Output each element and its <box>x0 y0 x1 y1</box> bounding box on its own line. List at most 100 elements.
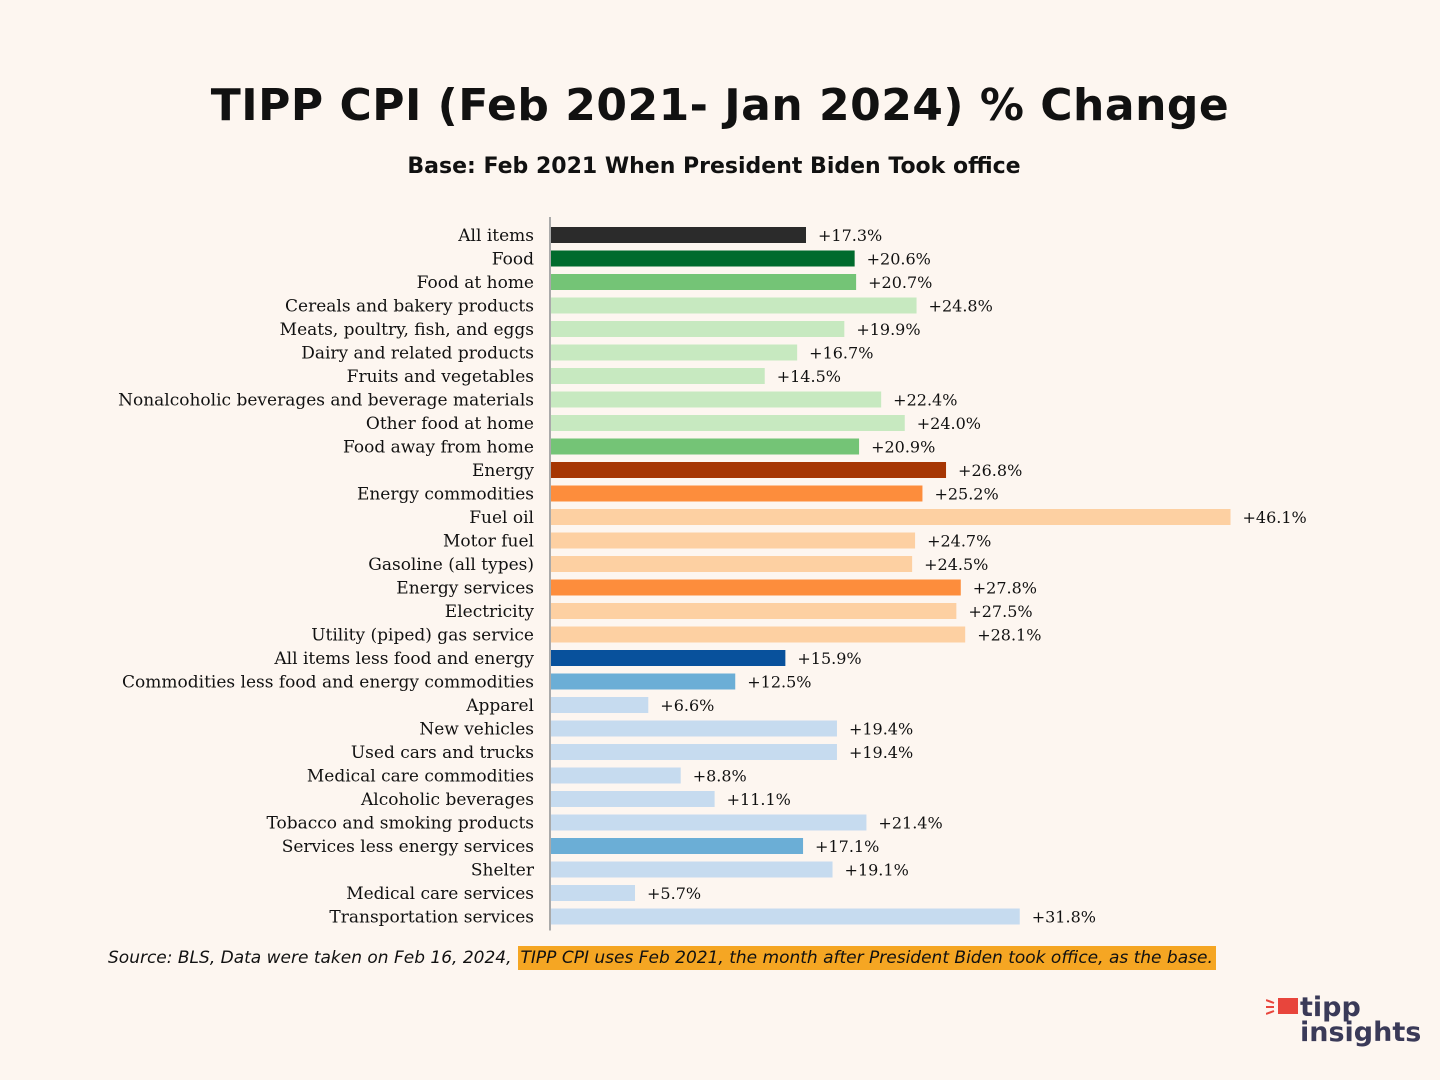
logo-word-tipp: tipp <box>1300 992 1361 1023</box>
chart-subtitle: Base: Feb 2021 When President Biden Took… <box>407 154 1021 179</box>
bar <box>551 673 736 690</box>
category-label: Fuel oil <box>469 508 534 528</box>
bar <box>551 626 966 643</box>
data-label: +19.4% <box>849 743 913 762</box>
bar <box>551 297 917 314</box>
category-label: Shelter <box>471 861 535 881</box>
bar <box>551 438 860 455</box>
category-label: All items <box>457 226 534 246</box>
category-label: Energy <box>472 461 534 481</box>
bar <box>551 227 807 243</box>
data-label: +31.8% <box>1032 908 1096 927</box>
category-label: Food <box>492 250 534 270</box>
source-highlight: TIPP CPI uses Feb 2021, the month after … <box>517 946 1216 970</box>
category-label: Food at home <box>417 273 534 293</box>
data-label: +24.8% <box>929 297 993 316</box>
bar <box>551 720 837 737</box>
bar <box>551 814 867 831</box>
logo-spark-3 <box>1266 1010 1275 1015</box>
data-label: +28.1% <box>977 626 1041 645</box>
category-label: Commodities less food and energy commodi… <box>122 673 534 693</box>
category-label: Electricity <box>445 602 535 622</box>
category-label: Used cars and trucks <box>351 743 534 763</box>
category-label: New vehicles <box>419 720 534 740</box>
data-label: +22.4% <box>893 391 957 410</box>
data-label: +19.1% <box>845 861 909 880</box>
source-text: Source: BLS, Data were taken on Feb 16, … <box>108 948 512 968</box>
category-label: Tobacco and smoking products <box>266 814 534 834</box>
bar-chart: All items +17.3% Food +20.6% Food at home +20… <box>118 217 1307 931</box>
data-label: +24.0% <box>917 414 981 433</box>
data-label: +17.3% <box>818 226 882 245</box>
bar <box>551 603 957 619</box>
data-label: +19.9% <box>856 320 920 339</box>
source-note-line: Source: BLS, Data were taken on Feb 16, … <box>108 946 1216 970</box>
tipp-insights-logo: tipp insights <box>1260 992 1422 1050</box>
data-label: +24.5% <box>924 555 988 574</box>
data-label: +8.8% <box>693 767 747 786</box>
category-label: Food away from home <box>343 438 534 458</box>
category-label: Apparel <box>465 696 534 716</box>
data-label: +19.4% <box>849 720 913 739</box>
bar <box>551 321 845 337</box>
bar <box>551 885 636 901</box>
bar <box>551 697 649 713</box>
bar <box>551 767 681 784</box>
category-label: Gasoline (all types) <box>368 555 534 575</box>
bar <box>551 509 1231 525</box>
bar <box>551 861 833 878</box>
data-label: +27.5% <box>968 602 1032 621</box>
bar <box>551 462 947 478</box>
category-label: Services less energy services <box>282 837 534 857</box>
bar <box>551 744 837 760</box>
bar <box>551 579 961 596</box>
category-label: Motor fuel <box>443 532 534 552</box>
bar <box>551 532 916 549</box>
data-label: +14.5% <box>777 367 841 386</box>
category-label: Alcoholic beverages <box>360 790 534 810</box>
bar <box>551 650 786 666</box>
bar <box>551 250 855 267</box>
bar <box>551 485 923 502</box>
category-label: Nonalcoholic beverages and beverage mate… <box>118 391 534 411</box>
category-label: Other food at home <box>366 414 534 434</box>
category-label: Dairy and related products <box>301 344 534 364</box>
data-label: +16.7% <box>809 344 873 363</box>
data-label: +20.9% <box>871 438 935 457</box>
data-label: +20.7% <box>868 273 932 292</box>
category-label: Cereals and bakery products <box>285 297 534 317</box>
data-label: +46.1% <box>1243 508 1307 527</box>
data-label: +24.7% <box>927 532 991 551</box>
logo-word-insights: insights <box>1300 1017 1422 1048</box>
logo-flag-bar <box>1278 998 1298 1014</box>
data-label: +6.6% <box>660 696 714 715</box>
category-label: Meats, poultry, fish, and eggs <box>280 320 534 340</box>
bar <box>551 415 905 431</box>
bar-group: All items +17.3% Food +20.6% Food at home +20… <box>118 226 1307 928</box>
bar <box>551 368 765 384</box>
category-label: Utility (piped) gas service <box>311 626 534 646</box>
data-label: +25.2% <box>934 485 998 504</box>
data-label: +27.8% <box>973 579 1037 598</box>
data-label: +11.1% <box>727 790 791 809</box>
category-label: All items less food and energy <box>273 649 534 669</box>
data-label: +21.4% <box>878 814 942 833</box>
bar <box>551 344 798 361</box>
data-label: +17.1% <box>815 837 879 856</box>
logo-spark-1 <box>1266 999 1275 1004</box>
category-label: Medical care commodities <box>307 767 534 787</box>
bar <box>551 556 913 572</box>
bar <box>551 391 882 408</box>
bar <box>551 908 1020 925</box>
bar <box>551 274 857 290</box>
category-label: Energy commodities <box>357 485 534 505</box>
data-label: +5.7% <box>647 884 701 903</box>
logo-flag-icon <box>1266 998 1298 1015</box>
data-label: +20.6% <box>867 250 931 269</box>
category-label: Medical care services <box>346 884 534 904</box>
chart-title: TIPP CPI (Feb 2021- Jan 2024) % Change <box>210 80 1230 131</box>
data-label: +15.9% <box>797 649 861 668</box>
category-label: Energy services <box>396 579 534 599</box>
category-label: Transportation services <box>329 908 534 928</box>
data-label: +12.5% <box>747 673 811 692</box>
